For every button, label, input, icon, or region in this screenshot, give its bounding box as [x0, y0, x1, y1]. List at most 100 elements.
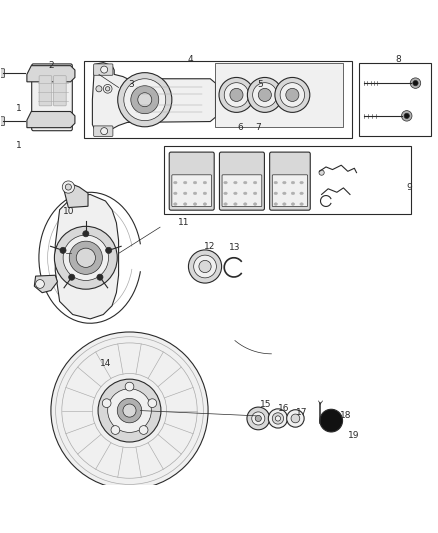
Circle shape: [402, 111, 412, 121]
Ellipse shape: [193, 181, 197, 184]
Polygon shape: [55, 195, 119, 319]
Circle shape: [101, 66, 108, 73]
Text: 2: 2: [48, 61, 54, 70]
Circle shape: [54, 227, 117, 289]
Circle shape: [62, 181, 74, 193]
FancyBboxPatch shape: [0, 69, 5, 77]
FancyBboxPatch shape: [172, 175, 212, 207]
Text: 17: 17: [296, 408, 308, 417]
Ellipse shape: [253, 192, 257, 195]
Circle shape: [188, 250, 222, 283]
Circle shape: [118, 72, 172, 127]
Polygon shape: [34, 275, 57, 293]
Ellipse shape: [184, 203, 187, 205]
Ellipse shape: [233, 192, 237, 195]
Text: 5: 5: [258, 80, 263, 89]
Text: 18: 18: [340, 411, 351, 421]
Ellipse shape: [173, 181, 177, 184]
Circle shape: [97, 274, 103, 280]
Circle shape: [255, 415, 261, 422]
Ellipse shape: [244, 203, 247, 205]
Ellipse shape: [203, 181, 207, 184]
Ellipse shape: [300, 203, 304, 205]
Circle shape: [60, 247, 66, 253]
Circle shape: [106, 247, 112, 253]
Ellipse shape: [224, 203, 227, 205]
Circle shape: [125, 382, 134, 391]
Circle shape: [117, 398, 142, 423]
Ellipse shape: [203, 203, 207, 205]
FancyBboxPatch shape: [94, 64, 113, 75]
Circle shape: [287, 410, 304, 427]
Ellipse shape: [193, 192, 197, 195]
Circle shape: [103, 84, 112, 93]
Circle shape: [275, 77, 310, 112]
FancyBboxPatch shape: [0, 117, 5, 125]
Circle shape: [108, 389, 151, 432]
Circle shape: [280, 83, 304, 107]
FancyBboxPatch shape: [272, 175, 307, 207]
Circle shape: [247, 77, 283, 112]
Text: 8: 8: [395, 54, 401, 63]
Bar: [215, 63, 343, 127]
Ellipse shape: [283, 192, 286, 195]
FancyBboxPatch shape: [219, 152, 265, 210]
Circle shape: [123, 404, 136, 417]
Bar: [359, 63, 431, 135]
FancyBboxPatch shape: [53, 76, 66, 106]
Ellipse shape: [244, 192, 247, 195]
Text: 6: 6: [237, 123, 243, 132]
Ellipse shape: [224, 192, 227, 195]
Ellipse shape: [253, 203, 257, 205]
Circle shape: [69, 241, 102, 274]
Text: 11: 11: [178, 219, 190, 228]
Polygon shape: [64, 183, 88, 207]
Ellipse shape: [193, 203, 197, 205]
Ellipse shape: [253, 181, 257, 184]
Ellipse shape: [173, 203, 177, 205]
Circle shape: [272, 413, 284, 424]
Ellipse shape: [244, 181, 247, 184]
Circle shape: [286, 88, 299, 101]
Circle shape: [65, 184, 71, 190]
Circle shape: [319, 170, 324, 175]
Circle shape: [320, 409, 343, 432]
Circle shape: [35, 280, 44, 288]
Ellipse shape: [274, 192, 278, 195]
Circle shape: [124, 79, 166, 120]
FancyBboxPatch shape: [94, 126, 113, 136]
Text: 10: 10: [63, 207, 74, 216]
Circle shape: [410, 78, 421, 88]
Text: 15: 15: [261, 400, 272, 408]
Text: 1: 1: [16, 104, 22, 113]
Circle shape: [102, 399, 111, 408]
Ellipse shape: [291, 192, 295, 195]
Circle shape: [404, 113, 410, 118]
Bar: [84, 61, 352, 138]
Circle shape: [252, 412, 265, 425]
Circle shape: [258, 88, 272, 101]
Text: 4: 4: [188, 54, 194, 63]
Circle shape: [63, 235, 109, 280]
Ellipse shape: [203, 192, 207, 195]
Circle shape: [106, 87, 110, 91]
Text: 16: 16: [278, 404, 290, 413]
Circle shape: [247, 407, 270, 430]
Ellipse shape: [274, 181, 278, 184]
Ellipse shape: [300, 181, 304, 184]
Ellipse shape: [184, 181, 187, 184]
Ellipse shape: [283, 181, 286, 184]
Circle shape: [51, 332, 208, 489]
Circle shape: [139, 426, 148, 434]
Text: 19: 19: [348, 431, 359, 440]
Circle shape: [194, 255, 216, 278]
Circle shape: [219, 77, 254, 112]
Ellipse shape: [173, 192, 177, 195]
Circle shape: [230, 88, 243, 101]
Text: 7: 7: [255, 123, 261, 132]
Text: 3: 3: [128, 80, 134, 89]
Polygon shape: [27, 111, 75, 128]
Circle shape: [199, 261, 211, 272]
FancyBboxPatch shape: [169, 152, 214, 210]
Ellipse shape: [291, 203, 295, 205]
